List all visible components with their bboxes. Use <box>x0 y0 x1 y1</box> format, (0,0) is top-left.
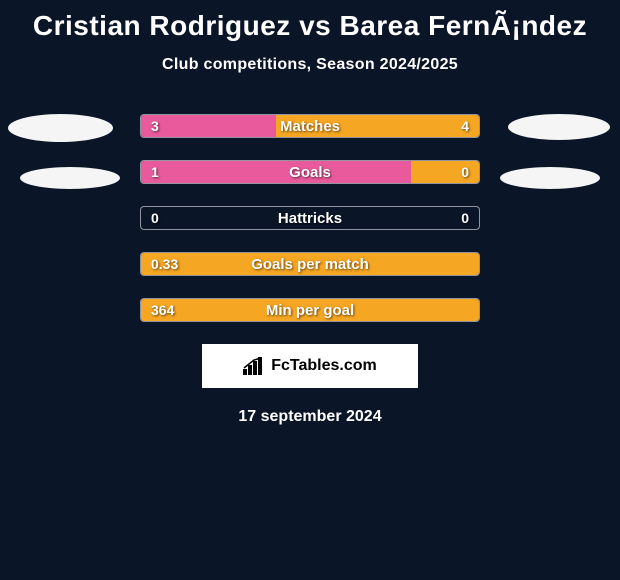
stat-bars: 3 Matches 4 1 Goals 0 0 Hattricks 0 <box>140 114 480 322</box>
chart-area: 3 Matches 4 1 Goals 0 0 Hattricks 0 <box>0 114 620 426</box>
stat-right-value: 4 <box>461 115 469 137</box>
stat-name: Goals per match <box>141 253 479 275</box>
stat-row-matches: 3 Matches 4 <box>140 114 480 138</box>
stat-right-value: 0 <box>461 207 469 229</box>
stat-row-min-per-goal: 364 Min per goal <box>140 298 480 322</box>
avatar-right-body <box>500 167 600 189</box>
avatar-right-head <box>508 114 610 140</box>
stat-name: Goals <box>141 161 479 183</box>
stat-row-goals-per-match: 0.33 Goals per match <box>140 252 480 276</box>
comparison-widget: Cristian Rodriguez vs Barea FernÃ¡ndez C… <box>0 0 620 426</box>
avatar-left-body <box>20 167 120 189</box>
logo-box[interactable]: FcTables.com <box>202 344 418 388</box>
stat-row-goals: 1 Goals 0 <box>140 160 480 184</box>
stat-right-value: 0 <box>461 161 469 183</box>
chart-icon <box>243 357 265 375</box>
page-title: Cristian Rodriguez vs Barea FernÃ¡ndez <box>0 0 620 42</box>
stat-name: Matches <box>141 115 479 137</box>
subtitle: Club competitions, Season 2024/2025 <box>0 56 620 74</box>
stat-row-hattricks: 0 Hattricks 0 <box>140 206 480 230</box>
stat-name: Hattricks <box>141 207 479 229</box>
avatar-left-head <box>8 114 113 142</box>
date-label: 17 september 2024 <box>0 408 620 426</box>
logo-text: FcTables.com <box>271 357 377 375</box>
stat-name: Min per goal <box>141 299 479 321</box>
